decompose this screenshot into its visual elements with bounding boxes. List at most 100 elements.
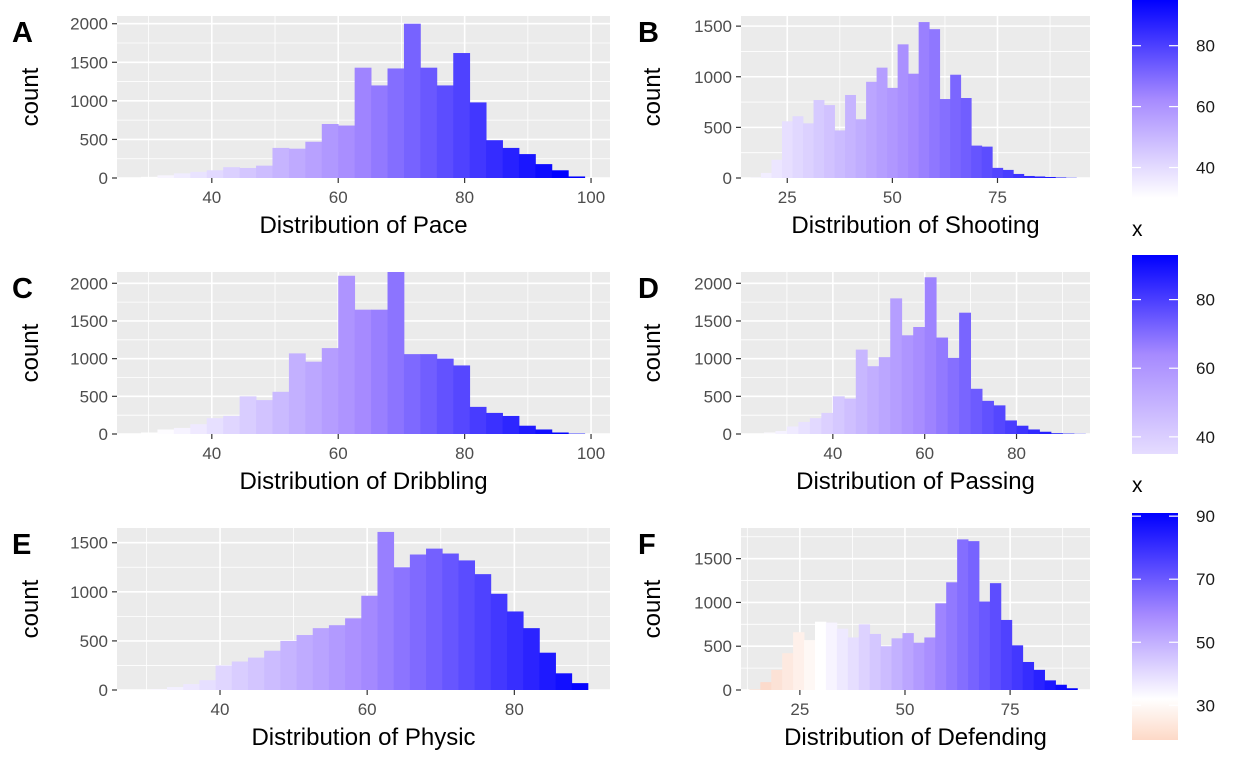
bar: [918, 22, 930, 179]
bar: [272, 391, 290, 434]
bar: [328, 625, 346, 690]
bar: [1023, 175, 1035, 178]
y-tick-label: 2000: [70, 15, 108, 34]
bar: [935, 603, 947, 690]
bar: [371, 85, 388, 178]
x-tick-label: 60: [915, 444, 934, 463]
bar: [1016, 425, 1029, 434]
bar: [1034, 176, 1046, 178]
bar: [442, 553, 459, 690]
bar: [490, 593, 508, 690]
bar: [453, 53, 471, 178]
bar: [993, 405, 1006, 434]
panel-c: 0 500 1000 1500 2000 40 60 80 100 Distribution of…: [12, 272, 610, 495]
bar: [199, 680, 216, 690]
bar: [971, 145, 983, 178]
bar: [798, 421, 811, 434]
x-tick-label: 40: [823, 444, 842, 463]
bar: [982, 400, 994, 434]
y-tick-label: 0: [99, 681, 108, 700]
y-tick-label: 500: [80, 387, 108, 406]
y-tick-label: 1500: [694, 312, 732, 331]
legend-title: x: [1132, 474, 1143, 497]
bar: [312, 628, 330, 690]
bar: [970, 388, 983, 434]
bar: [256, 165, 273, 178]
x-tick-label: 25: [778, 188, 797, 207]
x-tick-label: 80: [1007, 444, 1026, 463]
bar: [763, 432, 776, 434]
bar: [775, 430, 788, 434]
bar: [458, 560, 476, 690]
y-tick-label: 1000: [70, 583, 108, 602]
bar: [1000, 619, 1013, 690]
bar: [469, 102, 487, 178]
panel-tag: C: [12, 273, 33, 305]
bar: [305, 361, 323, 434]
y-tick-label: 2000: [70, 274, 108, 293]
bar: [989, 583, 1002, 690]
bar: [157, 175, 175, 178]
bar: [518, 154, 536, 178]
panel-f: 0 500 1000 1500 25 50 75 Distribution of Defend…: [638, 528, 1090, 751]
bar: [887, 87, 899, 178]
bar: [551, 432, 569, 434]
y-tick-label: 0: [723, 681, 732, 700]
bar: [173, 427, 191, 434]
bar: [866, 81, 878, 178]
bar: [409, 554, 427, 690]
bar: [354, 309, 372, 434]
bar: [834, 130, 846, 178]
bar: [836, 628, 849, 690]
bar: [760, 682, 772, 690]
bar: [913, 327, 926, 434]
x-axis-title: Distribution of Pace: [259, 212, 467, 239]
y-axis-title: count: [639, 67, 666, 126]
bar: [453, 365, 471, 434]
x-tick-label: 25: [790, 700, 809, 719]
bar: [247, 657, 265, 690]
bar: [781, 121, 793, 178]
y-tick-label: 2000: [694, 274, 732, 293]
bar: [338, 275, 356, 434]
legend-title: x: [1132, 218, 1143, 241]
bar: [305, 141, 323, 178]
bar: [815, 621, 827, 690]
bar: [288, 353, 306, 434]
bar: [939, 99, 951, 178]
colorbar-tick-label: 80: [1196, 37, 1215, 56]
colorbar-tick-label: 80: [1196, 291, 1215, 310]
bar: [436, 358, 454, 434]
x-tick-label: 40: [202, 444, 221, 463]
y-tick-label: 1000: [70, 350, 108, 369]
panel-tag: E: [12, 529, 31, 561]
x-axis-title: Distribution of Shooting: [791, 212, 1039, 239]
y-tick-label: 1000: [694, 350, 732, 369]
x-tick-label: 60: [329, 444, 348, 463]
bar: [361, 595, 378, 690]
bar: [280, 640, 297, 690]
bar: [173, 173, 191, 178]
panel-tag: B: [638, 17, 659, 49]
bar: [936, 337, 949, 434]
panel-tag: F: [638, 529, 656, 561]
bar: [239, 167, 257, 178]
y-tick-label: 1500: [70, 312, 108, 331]
y-tick-label: 500: [704, 118, 732, 137]
bar: [804, 640, 816, 690]
bar: [957, 539, 969, 690]
bar: [1050, 433, 1063, 434]
y-tick-label: 1500: [70, 534, 108, 553]
y-tick-label: 0: [723, 425, 732, 444]
bar: [902, 633, 914, 690]
bar: [436, 85, 454, 178]
bar: [190, 171, 208, 178]
bar: [929, 29, 941, 178]
bar: [981, 146, 993, 178]
x-axis-title: Distribution of Defending: [784, 724, 1047, 751]
y-axis-title: count: [17, 67, 44, 126]
bar: [869, 633, 881, 690]
bar: [924, 637, 936, 690]
bar: [568, 176, 586, 178]
